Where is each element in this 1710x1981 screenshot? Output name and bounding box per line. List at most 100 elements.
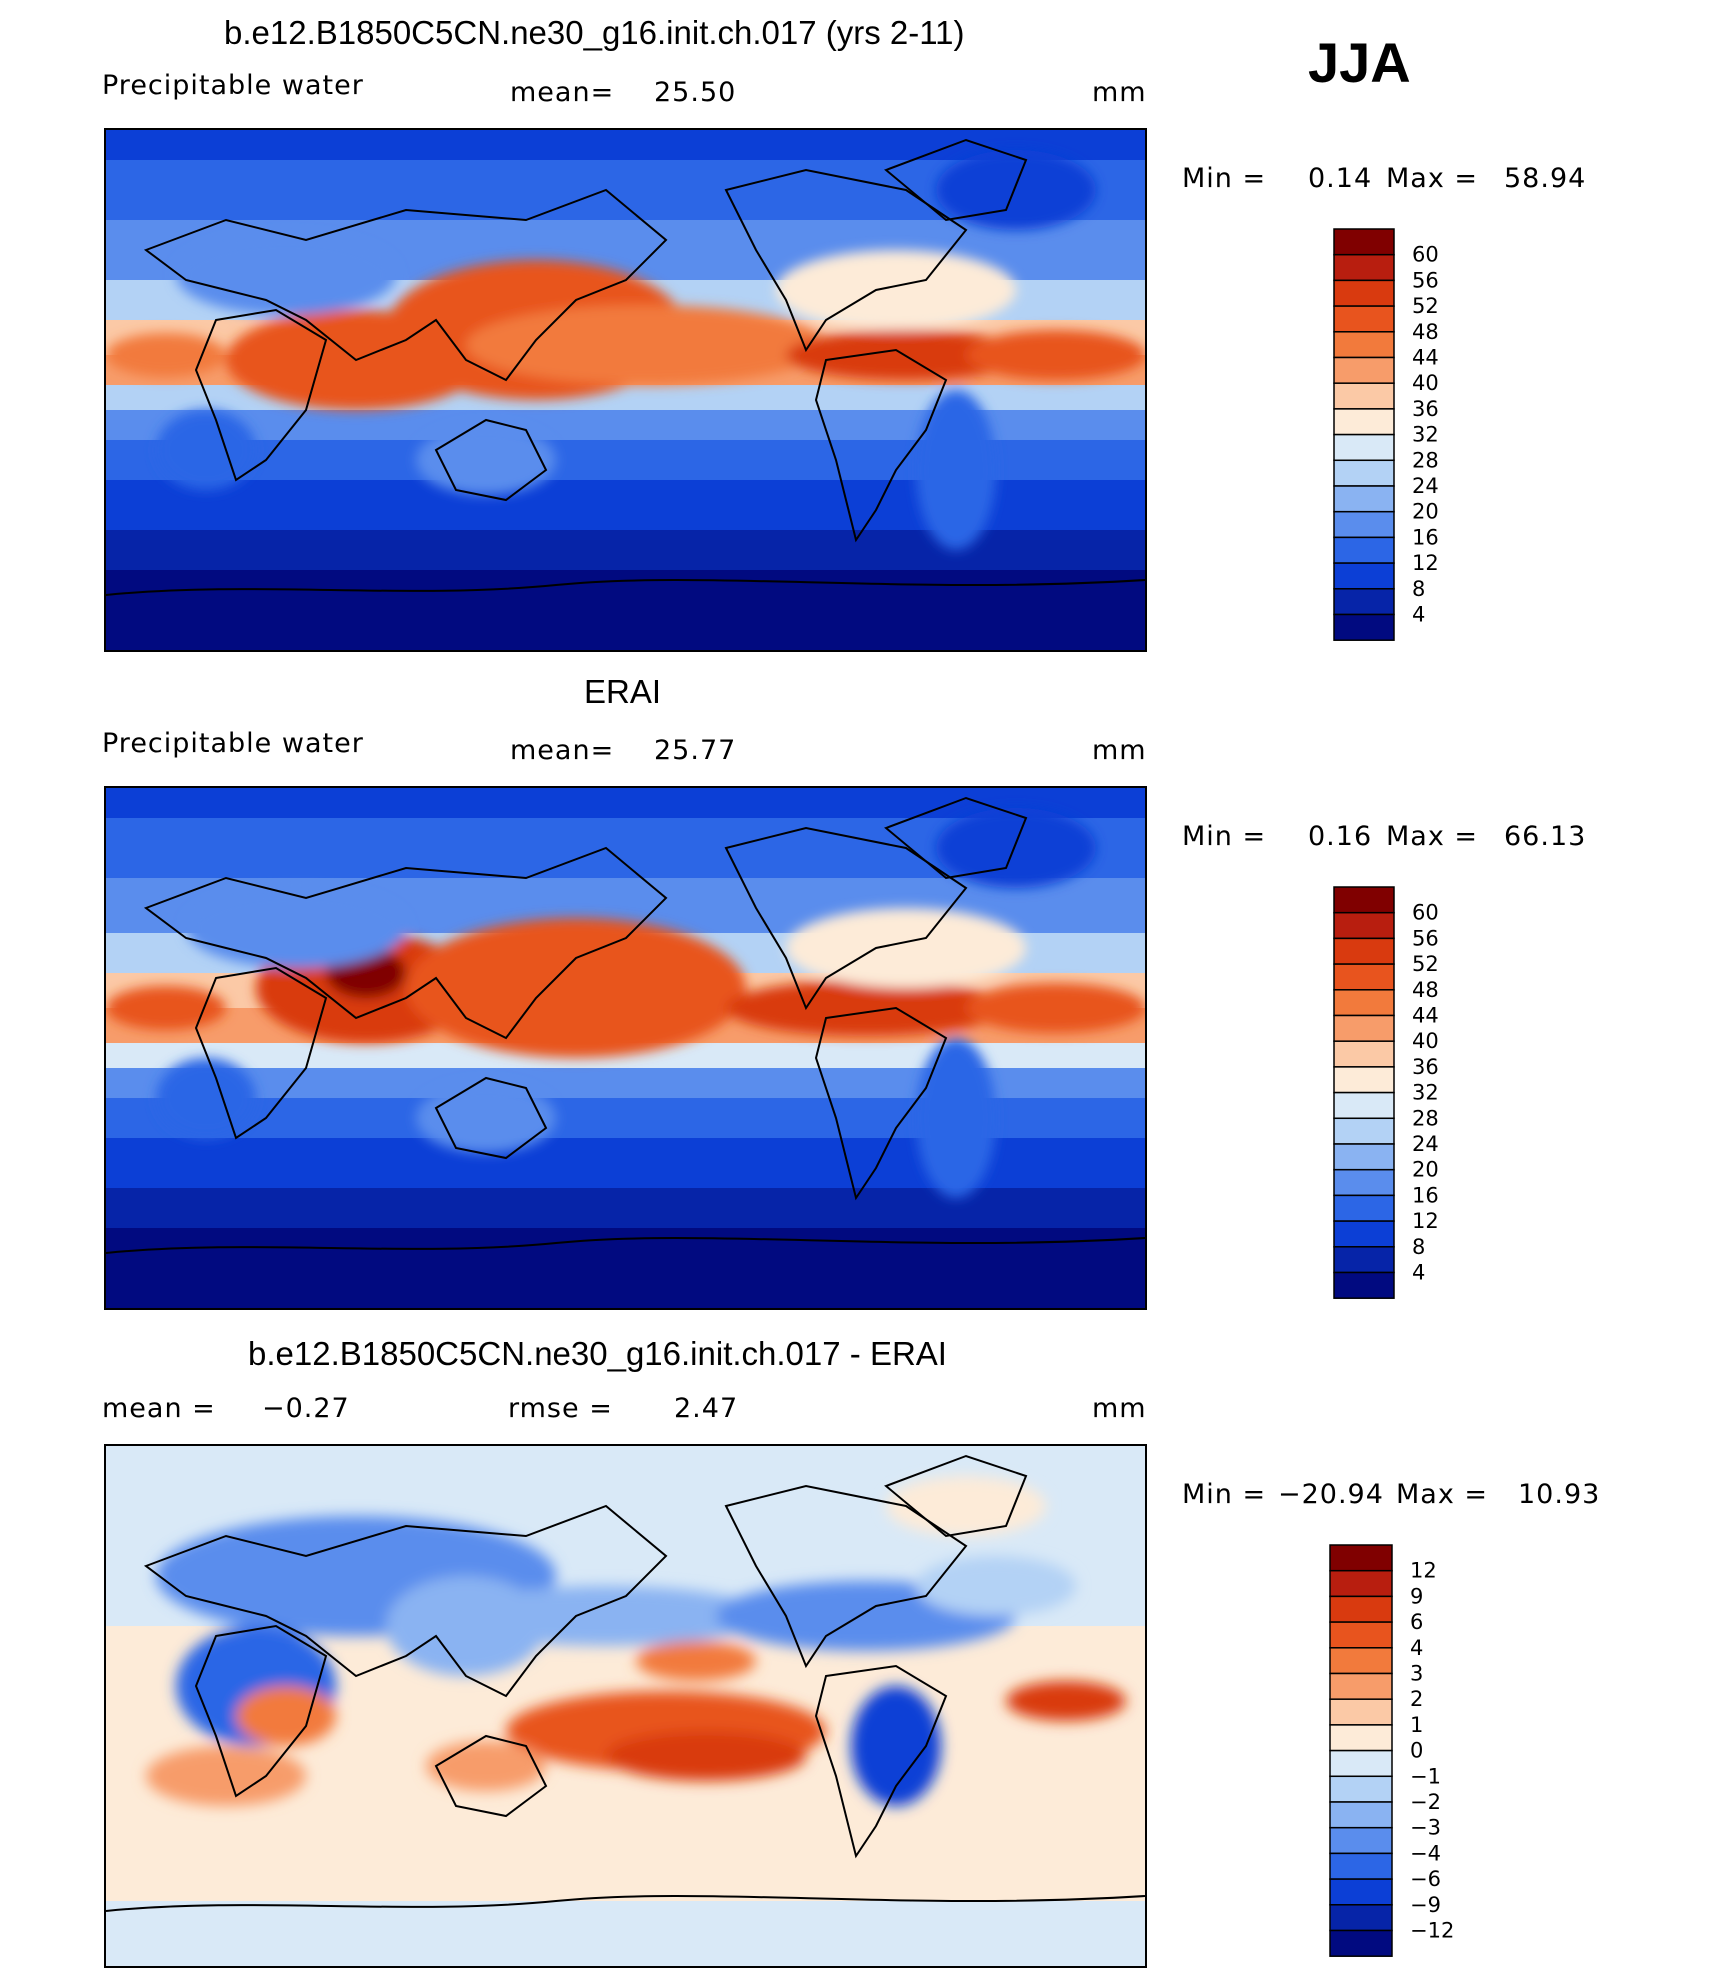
panel1-colorbar-segment	[1333, 588, 1395, 616]
panel3-colorbar-tick: 9	[1410, 1584, 1423, 1608]
panel2-colorbar-tick: 12	[1412, 1209, 1439, 1233]
panel1-colorbar-tick: 24	[1412, 474, 1439, 498]
panel3-colorbar-tick: −1	[1410, 1764, 1441, 1788]
panel2-colorbar-segment	[1333, 1143, 1395, 1171]
panel2-colorbar-tick: 52	[1412, 952, 1439, 976]
panel3-colorbar-tick: 0	[1410, 1739, 1423, 1763]
panel1-units: mm	[1092, 77, 1147, 108]
panel1-colorbar-segment	[1333, 228, 1395, 256]
panel3-map-svg	[106, 1446, 1145, 1966]
panel2-colorbar-tick: 48	[1412, 978, 1439, 1002]
panel2-map-svg	[106, 788, 1145, 1308]
panel3-max-label: Max =	[1396, 1479, 1489, 1510]
panel1-min-label: Min =	[1182, 163, 1267, 194]
panel2-min-value: 0.16	[1308, 821, 1373, 852]
panel3-mean-label: mean =	[102, 1393, 216, 1424]
panel2-colorbar-tick: 44	[1412, 1004, 1439, 1028]
panel3-colorbar-segment	[1329, 1621, 1393, 1649]
panel2-title: ERAI	[584, 673, 662, 710]
panel2-colorbar-segment	[1333, 989, 1395, 1017]
panel1-colorbar-segment	[1333, 408, 1395, 436]
panel2-colorbar-tick: 32	[1412, 1081, 1439, 1105]
panel1-variable-label: Precipitable water	[102, 70, 364, 101]
panel3-colorbar-segment	[1329, 1852, 1393, 1880]
panel2-map	[104, 786, 1147, 1310]
panel1-colorbar-tick: 4	[1412, 603, 1425, 627]
panel3-colorbar-segment	[1329, 1904, 1393, 1932]
panel1-colorbar-tick: 32	[1412, 423, 1439, 447]
panel1-colorbar-tick: 52	[1412, 294, 1439, 318]
panel3-colorbar-segment	[1329, 1647, 1393, 1675]
panel3-title: b.e12.B1850C5CN.ne30_g16.init.ch.017 - E…	[248, 1335, 947, 1372]
panel3-min-label: Min =	[1182, 1479, 1267, 1510]
panel1-colorbar-tick: 44	[1412, 346, 1439, 370]
panel1-colorbar-tick: 36	[1412, 397, 1439, 421]
panel1-colorbar-segment	[1333, 253, 1395, 282]
panel2-colorbar-tick: 4	[1412, 1261, 1425, 1285]
panel1-colorbar-tick: 8	[1412, 577, 1425, 601]
panel3-colorbar-segment	[1329, 1544, 1393, 1572]
panel2-colorbar-tick: 24	[1412, 1132, 1439, 1156]
panel3-units: mm	[1092, 1393, 1147, 1424]
panel1-mean-value: 25.50	[654, 77, 737, 108]
panel2-colorbar-tick: 28	[1412, 1106, 1439, 1130]
panel1-colorbar-segment	[1333, 305, 1395, 333]
panel3-colorbar-tick: −9	[1410, 1893, 1441, 1917]
panel1-colorbar-segment	[1333, 613, 1395, 641]
panel2-colorbar-segment	[1333, 1040, 1395, 1068]
panel1-colorbar-segment	[1333, 356, 1395, 384]
panel1-mean-label: mean=	[510, 77, 615, 108]
panel3-colorbar-segment	[1329, 1724, 1393, 1752]
panel1-colorbar-tick: 20	[1412, 500, 1439, 524]
panel3-colorbar-tick: −12	[1410, 1919, 1454, 1943]
panel1-title: b.e12.B1850C5CN.ne30_g16.init.ch.017 (yr…	[224, 14, 965, 51]
panel3-colorbar-segment	[1329, 1878, 1393, 1906]
panel1-colorbar-tick: 16	[1412, 525, 1439, 549]
panel3-mean-value: −0.27	[262, 1393, 350, 1424]
panel2-colorbar-tick: 40	[1412, 1029, 1439, 1053]
panel1-colorbar-tick: 40	[1412, 371, 1439, 395]
panel3-colorbar-tick: 2	[1410, 1687, 1423, 1711]
panel1-colorbar-tick: 48	[1412, 320, 1439, 344]
panel2-colorbar-segment	[1333, 886, 1395, 914]
panel3-colorbar-segment	[1329, 1698, 1393, 1726]
panel2-colorbar-tick: 8	[1412, 1235, 1425, 1259]
panel1-colorbar-segment	[1333, 485, 1395, 513]
panel2-colorbar-segment	[1333, 911, 1395, 940]
panel2-units: mm	[1092, 735, 1147, 766]
panel2-colorbar-segment	[1333, 1271, 1395, 1299]
panel3-colorbar-segment	[1329, 1569, 1393, 1598]
panel1-colorbar-segment	[1333, 331, 1395, 359]
panel3-colorbar-segment	[1329, 1595, 1393, 1623]
panel1-max-value: 58.94	[1504, 163, 1587, 194]
panel3-colorbar-tick: 1	[1410, 1713, 1423, 1737]
panel1-colorbar-segment	[1333, 459, 1395, 487]
panel2-colorbar-segment	[1333, 963, 1395, 991]
panel3-colorbar-tick: 6	[1410, 1610, 1423, 1634]
panel1-colorbar-tick: 56	[1412, 268, 1439, 292]
panel2-max-label: Max =	[1386, 821, 1479, 852]
panel1-colorbar-tick: 28	[1412, 448, 1439, 472]
panel2-colorbar-segment	[1333, 1246, 1395, 1274]
panel1-colorbar-tick: 60	[1412, 243, 1439, 267]
panel2-mean-value: 25.77	[654, 735, 737, 766]
panel1-colorbar-segment	[1333, 536, 1395, 564]
panel2-colorbar-tick: 20	[1412, 1158, 1439, 1182]
panel3-rmse-value: 2.47	[674, 1393, 739, 1424]
panel2-colorbar-tick: 56	[1412, 926, 1439, 950]
panel3-colorbar-segment	[1329, 1749, 1393, 1778]
panel3-colorbar-segment	[1329, 1672, 1393, 1700]
panel2-min-label: Min =	[1182, 821, 1267, 852]
panel2-variable-label: Precipitable water	[102, 728, 364, 759]
panel2-colorbar-segment	[1333, 1117, 1395, 1145]
panel2-colorbar-segment	[1333, 1014, 1395, 1042]
panel2-colorbar-tick: 60	[1412, 901, 1439, 925]
panel2-colorbar-tick: 16	[1412, 1183, 1439, 1207]
panel3-map	[104, 1444, 1147, 1968]
panel3-colorbar-tick: −3	[1410, 1816, 1441, 1840]
season-label: JJA	[1308, 31, 1411, 94]
panel1-colorbar-segment	[1333, 433, 1395, 462]
panel3-colorbar-tick: −6	[1410, 1867, 1441, 1891]
panel2-colorbar-segment	[1333, 1066, 1395, 1094]
panel3-colorbar-segment	[1329, 1775, 1393, 1803]
